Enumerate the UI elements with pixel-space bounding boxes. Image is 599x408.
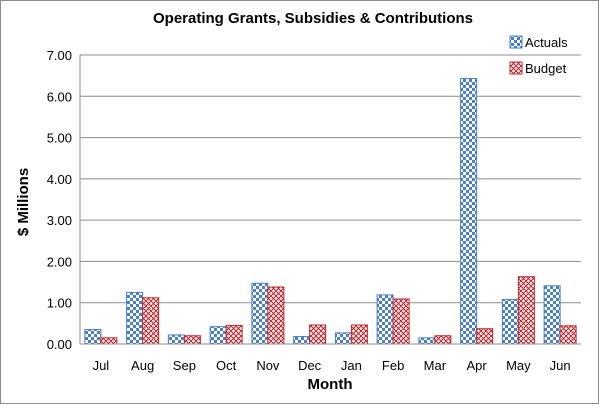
x-tick-label: Sep xyxy=(173,358,196,373)
y-tick-label: 6.00 xyxy=(47,89,72,104)
bar-actuals-dec xyxy=(293,336,311,345)
x-axis-label: Month xyxy=(308,376,353,393)
legend-swatch-budget xyxy=(509,61,523,75)
bar-budget-feb xyxy=(392,298,410,345)
bar-actuals-jul xyxy=(84,329,102,345)
bar-actuals-oct xyxy=(209,326,227,345)
bar-budget-aug xyxy=(142,297,160,345)
y-tick-label: 0.00 xyxy=(47,337,72,352)
x-tick-label: Dec xyxy=(298,358,322,373)
y-axis-ticks: 0.00 1.00 2.00 3.00 4.00 5.00 6.00 7.00 xyxy=(47,48,72,352)
bar-budget-jul xyxy=(100,337,118,345)
y-tick-label: 7.00 xyxy=(47,48,72,63)
y-tick-label: 5.00 xyxy=(47,131,72,146)
bars xyxy=(84,78,577,345)
y-axis-label: $ Millions xyxy=(15,168,32,236)
axes xyxy=(79,55,581,345)
bar-actuals-aug xyxy=(126,291,144,345)
bar-budget-nov xyxy=(267,286,285,345)
bar-budget-jun xyxy=(559,325,577,345)
x-axis-ticks: Jul Aug Sep Oct Nov Dec Jan Feb Mar Apr May Jun xyxy=(93,358,571,373)
bar-budget-sep xyxy=(183,335,201,345)
bar-actuals-mar xyxy=(418,337,436,345)
x-tick-label: Jul xyxy=(93,358,110,373)
x-tick-label: Jan xyxy=(341,358,362,373)
x-tick-label: Jun xyxy=(550,358,571,373)
chart-title: Operating Grants, Subsidies & Contributi… xyxy=(153,10,473,27)
bar-actuals-feb xyxy=(376,294,394,345)
bar-actuals-apr xyxy=(460,78,478,345)
x-tick-label: Apr xyxy=(467,358,488,373)
y-tick-label: 2.00 xyxy=(47,254,72,269)
x-tick-label: May xyxy=(506,358,531,373)
bar-budget-may xyxy=(517,276,535,345)
x-tick-label: Oct xyxy=(216,358,237,373)
bar-actuals-nov xyxy=(251,282,269,345)
bar-budget-jan xyxy=(350,324,368,345)
y-tick-label: 4.00 xyxy=(47,172,72,187)
x-tick-label: Feb xyxy=(382,358,404,373)
bar-budget-mar xyxy=(434,335,452,345)
legend-label-budget: Budget xyxy=(525,61,567,76)
bar-actuals-jan xyxy=(334,332,352,345)
bar-budget-dec xyxy=(309,324,327,345)
bar-actuals-sep xyxy=(167,334,185,345)
legend-label-actuals: Actuals xyxy=(525,35,568,50)
x-tick-label: Mar xyxy=(424,358,447,373)
legend-swatch-actuals xyxy=(509,35,523,49)
y-tick-label: 1.00 xyxy=(47,296,72,311)
x-tick-label: Nov xyxy=(256,358,280,373)
bar-budget-oct xyxy=(225,324,243,345)
bar-budget-apr xyxy=(476,328,494,345)
legend: Actuals Budget xyxy=(509,35,568,76)
x-tick-label: Aug xyxy=(131,358,154,373)
gridlines xyxy=(80,54,581,304)
bar-actuals-jun xyxy=(543,285,561,345)
bar-actuals-may xyxy=(501,298,519,345)
y-tick-label: 3.00 xyxy=(47,213,72,228)
